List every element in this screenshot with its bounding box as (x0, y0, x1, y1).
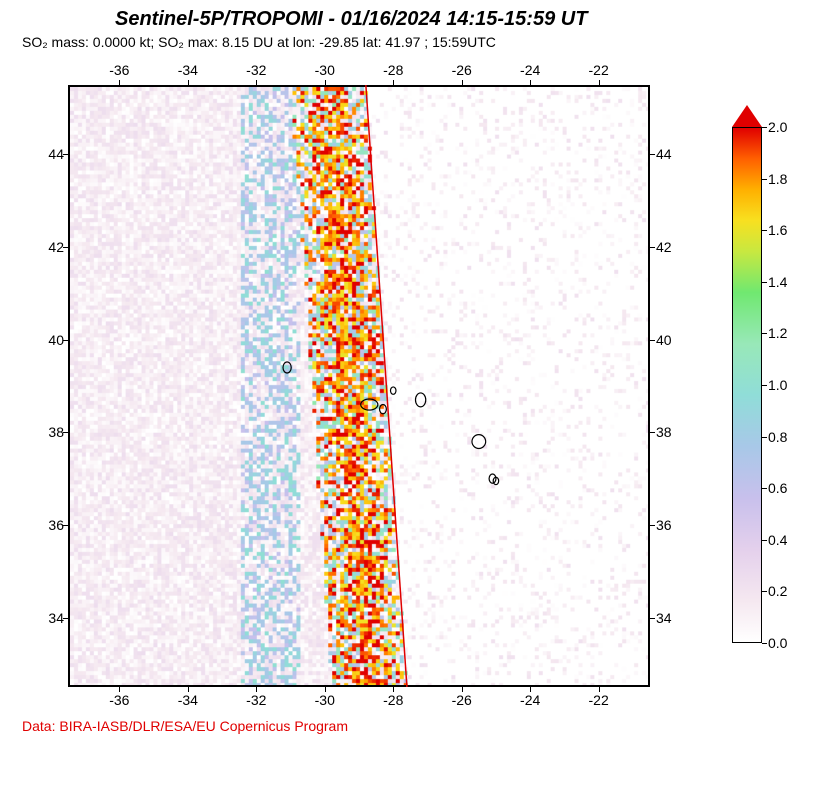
heatmap-canvas (70, 87, 648, 685)
y-tick-label: 44 (656, 146, 672, 162)
colorbar-tick-label: 0.2 (768, 583, 787, 599)
y-tick-label: 34 (40, 610, 64, 626)
x-tick-label: -34 (178, 62, 198, 78)
colorbar-tick-label: 0.8 (768, 429, 787, 445)
x-tick-label: -36 (109, 692, 129, 708)
x-tick-label: -32 (246, 62, 266, 78)
x-tick-label: -30 (315, 692, 335, 708)
colorbar-tick-label: 1.0 (768, 377, 787, 393)
y-tick-label: 40 (656, 332, 672, 348)
colorbar-tick-label: 1.4 (768, 274, 787, 290)
y-tick-label: 36 (656, 517, 672, 533)
y-tick-label: 42 (40, 239, 64, 255)
chart-subtitle: SO₂ mass: 0.0000 kt; SO₂ max: 8.15 DU at… (22, 34, 496, 50)
colorbar (732, 105, 762, 665)
y-tick-label: 42 (656, 239, 672, 255)
y-tick-label: 38 (40, 424, 64, 440)
x-tick-label: -22 (589, 62, 609, 78)
x-tick-label: -24 (520, 692, 540, 708)
x-tick-label: -36 (109, 62, 129, 78)
chart-title: Sentinel-5P/TROPOMI - 01/16/2024 14:15-1… (115, 8, 587, 31)
colorbar-underflow-bottom-icon (732, 643, 762, 665)
y-tick-label: 38 (656, 424, 672, 440)
x-tick-label: -28 (383, 62, 403, 78)
x-tick-label: -34 (178, 692, 198, 708)
colorbar-tick-label: 1.2 (768, 325, 787, 341)
x-tick-label: -26 (452, 62, 472, 78)
x-tick-label: -24 (520, 62, 540, 78)
colorbar-overflow-top-icon (732, 105, 762, 127)
colorbar-tick-label: 1.8 (768, 171, 787, 187)
x-tick-label: -28 (383, 692, 403, 708)
colorbar-tick-label: 1.6 (768, 222, 787, 238)
x-tick-label: -26 (452, 692, 472, 708)
x-tick-label: -32 (246, 692, 266, 708)
colorbar-tick-label: 2.0 (768, 119, 787, 135)
colorbar-gradient (732, 127, 762, 643)
y-tick-label: 40 (40, 332, 64, 348)
x-tick-label: -22 (589, 692, 609, 708)
data-credit: Data: BIRA-IASB/DLR/ESA/EU Copernicus Pr… (22, 718, 348, 734)
y-tick-label: 34 (656, 610, 672, 626)
colorbar-tick-label: 0.4 (768, 532, 787, 548)
map-plot-area (68, 85, 650, 687)
y-tick-label: 36 (40, 517, 64, 533)
colorbar-tick-label: 0.0 (768, 635, 787, 651)
x-tick-label: -30 (315, 62, 335, 78)
y-tick-label: 44 (40, 146, 64, 162)
colorbar-tick-label: 0.6 (768, 480, 787, 496)
